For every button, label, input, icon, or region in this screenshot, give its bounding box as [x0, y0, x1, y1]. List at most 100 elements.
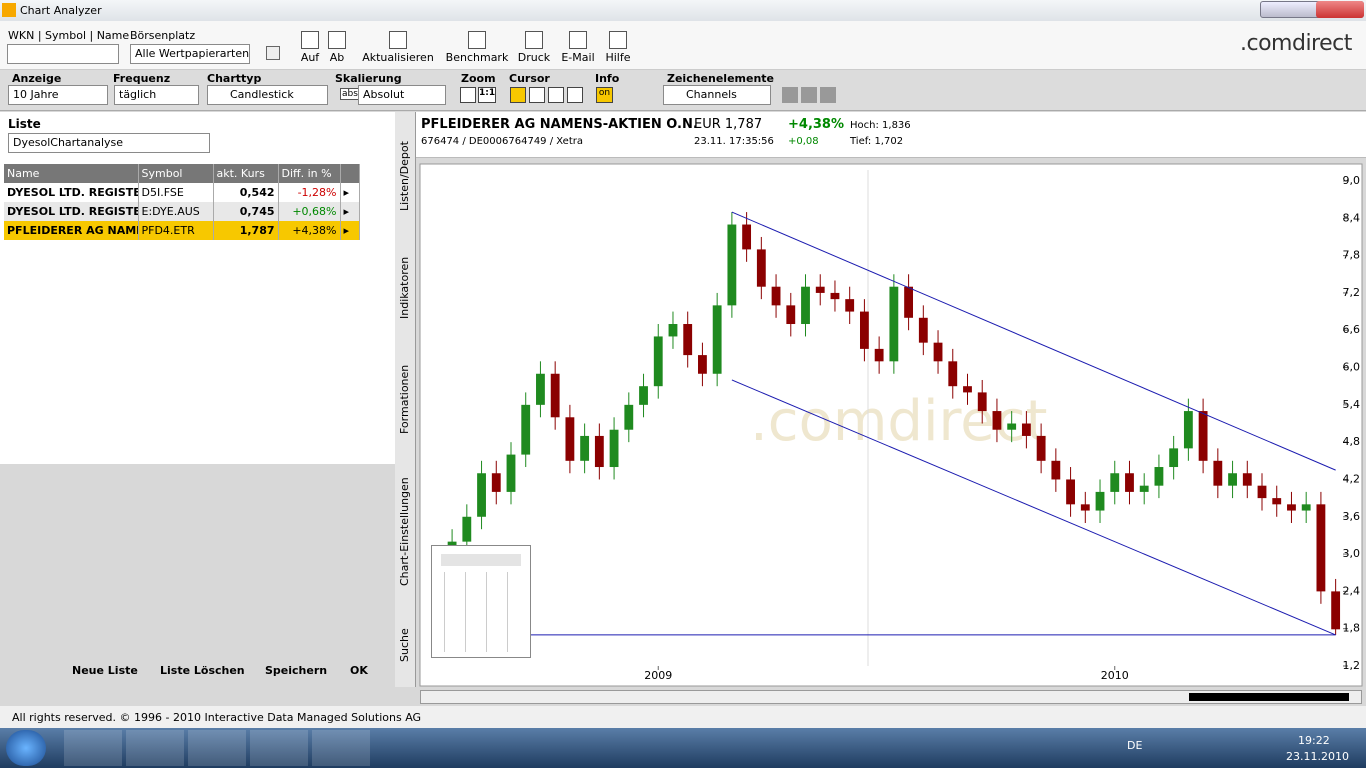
y-tick-label: 2,4 [1343, 584, 1361, 597]
candle-body [786, 305, 796, 325]
list-button[interactable]: Neue Liste [72, 664, 138, 677]
setting-select[interactable]: Candlestick [207, 85, 328, 105]
exchange-select[interactable]: Alle Wertpapierarten [130, 44, 250, 64]
setting-select[interactable]: täglich [114, 85, 199, 105]
candle-body [1110, 473, 1120, 492]
quote-price: EUR 1,787 [694, 117, 763, 132]
candle-body [1125, 473, 1134, 492]
drawing-select[interactable]: Channels [663, 85, 771, 105]
settings-bar: Anzeige 10 Jahre Frequenz täglich Chartt… [0, 70, 1366, 111]
toolbar-button[interactable]: E-Mail [558, 31, 598, 64]
palette-header [441, 554, 521, 566]
candle-body [1228, 473, 1237, 486]
list-button[interactable]: Speichern [265, 664, 328, 677]
candle-body [756, 249, 766, 287]
list-button[interactable]: OK [350, 664, 368, 677]
y-tick-label: 3,0 [1343, 547, 1361, 560]
toolbar-button[interactable]: Auf [298, 31, 322, 64]
side-tab[interactable]: Listen/Depot [398, 141, 411, 211]
candle-body [874, 348, 884, 362]
toolbar-button[interactable]: Hilfe [602, 31, 634, 64]
scroll-thumb[interactable] [1189, 693, 1349, 701]
candle-body [918, 317, 928, 343]
scrollbar[interactable] [420, 690, 1362, 704]
drawing-palette [431, 545, 531, 658]
cursor-button[interactable] [548, 87, 564, 103]
search-input[interactable] [7, 44, 119, 64]
side-tab[interactable]: Chart-Einstellungen [398, 477, 411, 587]
candle-body [521, 404, 531, 455]
candle-body [830, 292, 840, 300]
candle-body [889, 286, 899, 362]
quote-change: +0,08 [788, 136, 819, 147]
toolbar-button[interactable]: Druck [516, 31, 552, 64]
close-button[interactable] [1316, 1, 1364, 18]
status-bar: All rights reserved. © 1996 - 2010 Inter… [0, 706, 1366, 728]
list-table: Name Symbol akt. Kurs Diff. in % DYESOL LTD… [4, 164, 360, 240]
list-select[interactable]: DyesolChartanalyse [8, 133, 210, 153]
table-row[interactable]: DYESOL LTD. REGISTER...D5I.FSE0,542-1,28… [4, 183, 360, 202]
quote-change-pct: +4,38% [788, 117, 844, 132]
candle-body [1198, 411, 1208, 461]
candle-body [1080, 504, 1090, 511]
taskbar-apps[interactable] [64, 730, 370, 766]
candle-body [536, 373, 545, 405]
info-label: Info [595, 72, 620, 85]
x-tick-label: 2009 [644, 669, 672, 682]
side-tab[interactable]: Formationen [398, 364, 411, 434]
y-tick-label: 6,0 [1343, 361, 1361, 374]
quote-name: PFLEIDERER AG NAMENS-AKTIEN O.N. [421, 117, 698, 132]
candle-body [712, 305, 722, 374]
candle-body [1183, 411, 1193, 449]
toolbar: WKN | Symbol | Name Börsenplatz Alle Wer… [0, 21, 1366, 70]
candle-body [963, 386, 972, 393]
go-button[interactable] [266, 46, 280, 60]
candle-body [624, 404, 634, 430]
candle-body [639, 386, 648, 405]
side-tab[interactable]: Indikatoren [398, 256, 411, 319]
start-button[interactable] [6, 730, 46, 766]
candle-body [462, 516, 472, 542]
logo: .comdirect [1240, 31, 1352, 56]
y-tick-label: 1,2 [1343, 659, 1361, 672]
candle-body [771, 286, 781, 306]
candle-body [683, 324, 693, 356]
drawing-buttons[interactable] [782, 87, 837, 103]
quote-high: Hoch: 1,836 [850, 120, 911, 131]
candle-body [580, 435, 590, 461]
zoom-reset[interactable]: 1:1 [478, 87, 496, 103]
candle-body [565, 417, 575, 461]
chart-frame [419, 163, 1363, 687]
list-button[interactable]: Liste Löschen [160, 664, 245, 677]
table-row[interactable]: DYESOL LTD. REGISTER...E:DYE.AUS0,745+0,… [4, 202, 360, 221]
setting-select[interactable]: 10 Jahre [8, 85, 108, 105]
info-toggle[interactable]: on [596, 87, 613, 103]
candle-body [491, 473, 501, 492]
setting-select[interactable]: Absolut [358, 85, 446, 105]
side-tab[interactable]: Suche [398, 628, 411, 662]
toolbar-button[interactable]: Aktualisieren [360, 31, 436, 64]
y-tick-label: 7,2 [1343, 286, 1361, 299]
setting-label: Skalierung [335, 72, 402, 85]
toolbar-button[interactable]: Benchmark [444, 31, 510, 64]
setting-label: Anzeige [12, 72, 62, 85]
candle-body [1095, 491, 1105, 511]
cursor-button[interactable] [567, 87, 583, 103]
cursor-button[interactable] [510, 87, 526, 103]
candle-body [1301, 504, 1311, 511]
scale-icon: abs [340, 88, 360, 100]
candle-body [698, 355, 707, 374]
quote-low: Tief: 1,702 [850, 136, 904, 147]
candle-body [1242, 473, 1252, 486]
y-tick-label: 7,8 [1343, 249, 1361, 262]
candle-body [948, 361, 958, 387]
palette-tools[interactable] [441, 572, 523, 652]
table-row[interactable]: PFLEIDERER AG NAMEN...PFD4.ETR1,787+4,38… [4, 221, 360, 240]
quote-header: PFLEIDERER AG NAMENS-AKTIEN O.N. 676474 … [416, 112, 1366, 158]
zoom-button[interactable] [460, 87, 476, 103]
cursor-button[interactable] [529, 87, 545, 103]
toolbar-button[interactable]: Ab [325, 31, 349, 64]
candle-body [1139, 485, 1149, 492]
candle-body [845, 299, 855, 312]
side-tab-strip [395, 112, 416, 687]
